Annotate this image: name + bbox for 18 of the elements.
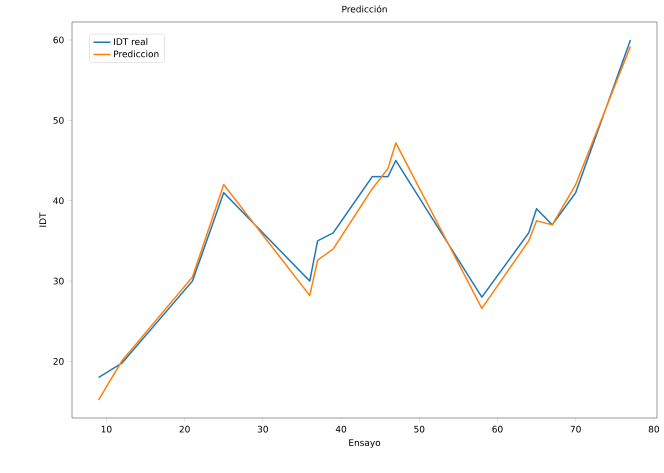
y-tick-label: 30 <box>54 278 64 284</box>
y-tick-label: 40 <box>53 197 64 204</box>
x-tick-label: 50 <box>414 426 424 433</box>
y-tick-label: 20 <box>53 358 64 365</box>
x-axis-title: Ensayo <box>349 439 380 448</box>
chart-title: Predicción <box>342 5 387 12</box>
legend-label: Prediccion <box>114 50 158 58</box>
x-tick-label: 30 <box>258 426 268 433</box>
legend-label: IDT real <box>114 38 148 45</box>
x-tick-label: 40 <box>336 426 346 433</box>
y-axis-title: IDT <box>39 212 46 227</box>
x-tick-label: 70 <box>570 426 581 433</box>
y-tick-label: 60 <box>53 36 64 44</box>
x-tick-label: 60 <box>492 426 503 433</box>
x-tick-label: 20 <box>180 426 190 433</box>
x-tick-label: 80 <box>648 426 659 433</box>
x-tick-label: 10 <box>102 426 112 433</box>
y-tick-label: 50 <box>54 116 64 124</box>
